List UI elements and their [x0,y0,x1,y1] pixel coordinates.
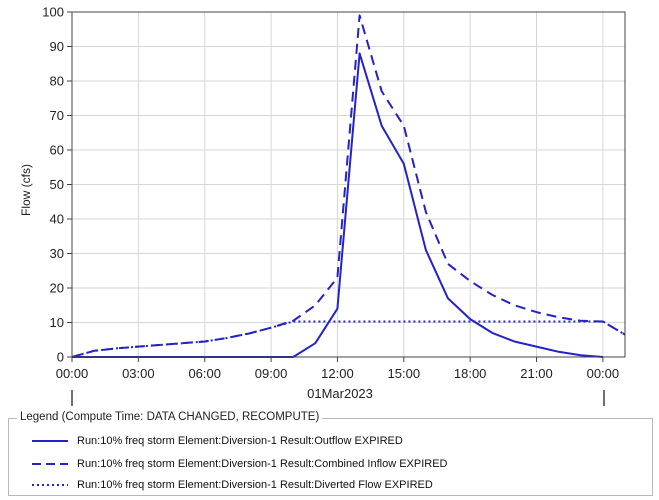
y-tick-label: 30 [50,246,64,261]
series-lines [71,14,626,358]
x-tick-label: 21:00 [520,366,553,381]
x-tick-label: 09:00 [255,366,288,381]
y-tick-label: 20 [50,281,64,296]
series-line-dashed [71,14,626,358]
legend-title: Legend (Compute Time: DATA CHANGED, RECO… [17,411,323,423]
y-tick-label: 60 [50,143,64,158]
y-tick-label: 100 [42,5,64,20]
y-axis-label: Flow (cfs) [19,164,33,216]
solid-line-swatch-icon [32,440,68,442]
x-tick-label: 00:00 [56,366,89,381]
date-label: 01Mar2023 [307,386,373,401]
flow-chart: 0 10 20 30 40 50 60 70 80 90 100 00:00 03:00 06:00 09… [19,5,626,406]
series-line-dotted [71,320,626,358]
y-tick-label: 80 [50,74,64,89]
legend-item-diverted-flow: Run:10% freq storm Element:Diversion-1 R… [31,477,433,493]
y-tick-label: 50 [50,177,64,192]
legend-item-label: Run:10% freq storm Element:Diversion-1 R… [77,435,403,447]
y-tick-label: 90 [50,39,64,54]
y-tick-label: 70 [50,108,64,123]
x-tick-label: 18:00 [454,366,487,381]
x-tick-label: 03:00 [122,366,155,381]
x-tick-label: 12:00 [321,366,354,381]
legend-item-outflow: Run:10% freq storm Element:Diversion-1 R… [31,433,403,449]
dotted-line-swatch-icon [32,484,68,486]
series-line-solid [72,52,603,358]
legend-item-label: Run:10% freq storm Element:Diversion-1 R… [77,458,448,470]
dashed-line-swatch-icon [32,463,68,465]
x-tick-label: 00:00 [587,366,620,381]
y-ticks: 0 10 20 30 40 50 60 70 80 90 100 [42,5,72,365]
x-tick-label: 06:00 [188,366,221,381]
y-tick-label: 40 [50,212,64,227]
x-ticks: 00:00 03:00 06:00 09:00 12:00 15:00 18:00 21:00… [56,357,619,381]
x-tick-label: 15:00 [388,366,421,381]
legend-item-combined-inflow: Run:10% freq storm Element:Diversion-1 R… [31,456,447,472]
legend: Legend (Compute Time: DATA CHANGED, RECO… [8,411,653,496]
y-tick-label: 0 [57,350,64,365]
legend-item-label: Run:10% freq storm Element:Diversion-1 R… [77,479,433,491]
y-tick-label: 10 [50,315,64,330]
